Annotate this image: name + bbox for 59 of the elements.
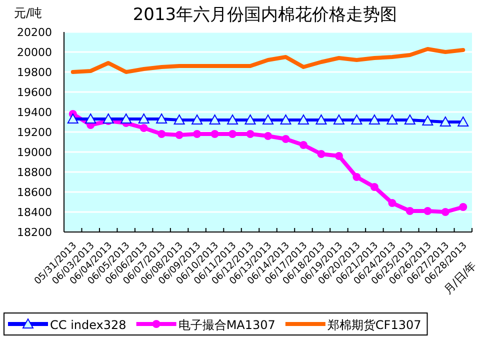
point bbox=[370, 183, 378, 191]
y-tick-label: 18400 bbox=[17, 206, 52, 219]
y-tick-label: 18800 bbox=[17, 166, 52, 179]
legend-label: 郑棉期货CF1307 bbox=[327, 318, 422, 332]
point bbox=[458, 116, 469, 126]
point bbox=[102, 114, 114, 124]
point bbox=[192, 114, 203, 124]
point bbox=[246, 130, 254, 138]
point bbox=[227, 114, 238, 124]
y-tick-label: 19400 bbox=[17, 106, 52, 119]
point bbox=[264, 132, 272, 140]
point bbox=[193, 130, 202, 138]
y-tick-label: 19800 bbox=[17, 66, 52, 79]
point bbox=[210, 130, 219, 138]
point bbox=[158, 130, 166, 138]
legend-label: CC index328 bbox=[50, 318, 126, 332]
y-tick-label: 18600 bbox=[17, 186, 52, 199]
point bbox=[138, 114, 150, 124]
y-tick-label: 19000 bbox=[17, 146, 52, 159]
point bbox=[299, 141, 308, 149]
chart-title: 2013年六月份国内棉花价格走势图 bbox=[132, 5, 398, 25]
point bbox=[352, 173, 361, 181]
point bbox=[422, 116, 434, 126]
point bbox=[386, 114, 398, 124]
point bbox=[334, 152, 343, 160]
point bbox=[175, 131, 184, 139]
y-tick-label: 18200 bbox=[17, 226, 52, 239]
point bbox=[262, 114, 274, 124]
point bbox=[156, 114, 168, 124]
point bbox=[209, 114, 220, 124]
point bbox=[441, 208, 450, 216]
point bbox=[459, 203, 468, 211]
point bbox=[120, 114, 132, 124]
point bbox=[406, 207, 414, 215]
point bbox=[85, 114, 96, 124]
y-tick-label: 19600 bbox=[17, 86, 52, 99]
point bbox=[298, 114, 309, 124]
point bbox=[333, 114, 344, 124]
point bbox=[280, 114, 292, 124]
point bbox=[317, 150, 326, 158]
y-tick-label: 20000 bbox=[17, 46, 52, 59]
point bbox=[424, 207, 432, 215]
line-series bbox=[70, 47, 466, 74]
point bbox=[140, 124, 148, 132]
legend-label: 电子撮合MA1307 bbox=[178, 318, 276, 332]
y-axis-title: 元/吨 bbox=[14, 6, 42, 20]
point bbox=[404, 114, 416, 124]
point bbox=[228, 130, 237, 138]
point bbox=[244, 114, 256, 124]
point bbox=[282, 135, 290, 143]
point bbox=[67, 114, 78, 124]
y-tick-label: 20200 bbox=[17, 26, 52, 39]
y-tick-label: 19200 bbox=[17, 126, 52, 139]
point bbox=[351, 114, 362, 124]
point bbox=[368, 114, 380, 124]
point bbox=[174, 114, 185, 124]
point bbox=[388, 199, 396, 207]
point bbox=[440, 116, 451, 126]
point bbox=[316, 114, 327, 124]
